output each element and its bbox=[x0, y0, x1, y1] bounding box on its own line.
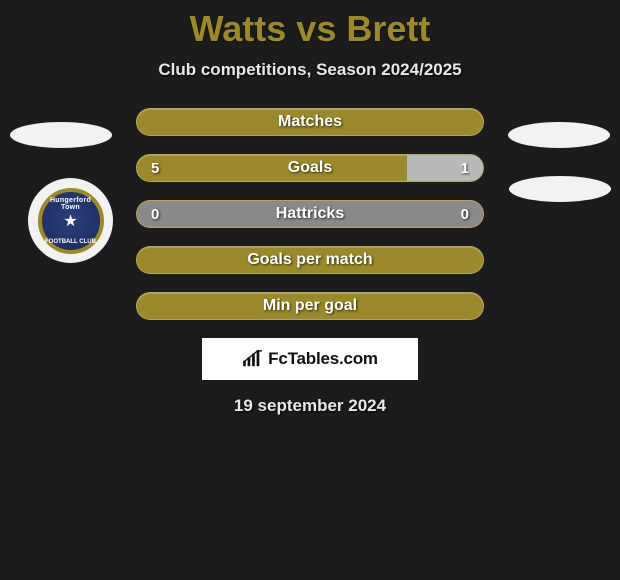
player-right-placeholder bbox=[508, 122, 610, 148]
stat-right-value: 0 bbox=[461, 206, 469, 223]
stat-label: Goals per match bbox=[247, 251, 372, 269]
brand-logo-box[interactable]: FcTables.com bbox=[202, 338, 418, 380]
stat-left-value: 0 bbox=[151, 206, 159, 223]
date-text: 19 september 2024 bbox=[0, 396, 620, 416]
stat-bar-mpg: Min per goal bbox=[136, 292, 484, 320]
stat-label: Min per goal bbox=[263, 297, 357, 315]
subtitle: Club competitions, Season 2024/2025 bbox=[0, 60, 620, 80]
stat-left-value: 5 bbox=[151, 160, 159, 177]
club-left-badge: Hungerford Town ★ FOOTBALL CLUB bbox=[28, 178, 113, 263]
crest-star-icon: ★ bbox=[63, 211, 77, 231]
crest-text-top: Hungerford Town bbox=[42, 197, 100, 211]
player-left-placeholder bbox=[10, 122, 112, 148]
stat-right-value: 1 bbox=[461, 160, 469, 177]
stat-bar-goals: 5 Goals 1 bbox=[136, 154, 484, 182]
stat-fill-right bbox=[407, 155, 483, 181]
page-title: Watts vs Brett bbox=[0, 0, 620, 50]
stat-bar-matches: Matches bbox=[136, 108, 484, 136]
brand-text: FcTables.com bbox=[268, 349, 378, 369]
stat-label: Matches bbox=[278, 113, 342, 131]
stat-label: Goals bbox=[288, 159, 332, 177]
club-right-placeholder bbox=[509, 176, 611, 202]
chart-icon bbox=[242, 350, 264, 368]
stat-label: Hattricks bbox=[276, 205, 344, 223]
stat-bar-gpm: Goals per match bbox=[136, 246, 484, 274]
stat-bar-hattricks: 0 Hattricks 0 bbox=[136, 200, 484, 228]
crest-text-bottom: FOOTBALL CLUB bbox=[42, 239, 100, 245]
club-crest: Hungerford Town ★ FOOTBALL CLUB bbox=[38, 188, 104, 254]
